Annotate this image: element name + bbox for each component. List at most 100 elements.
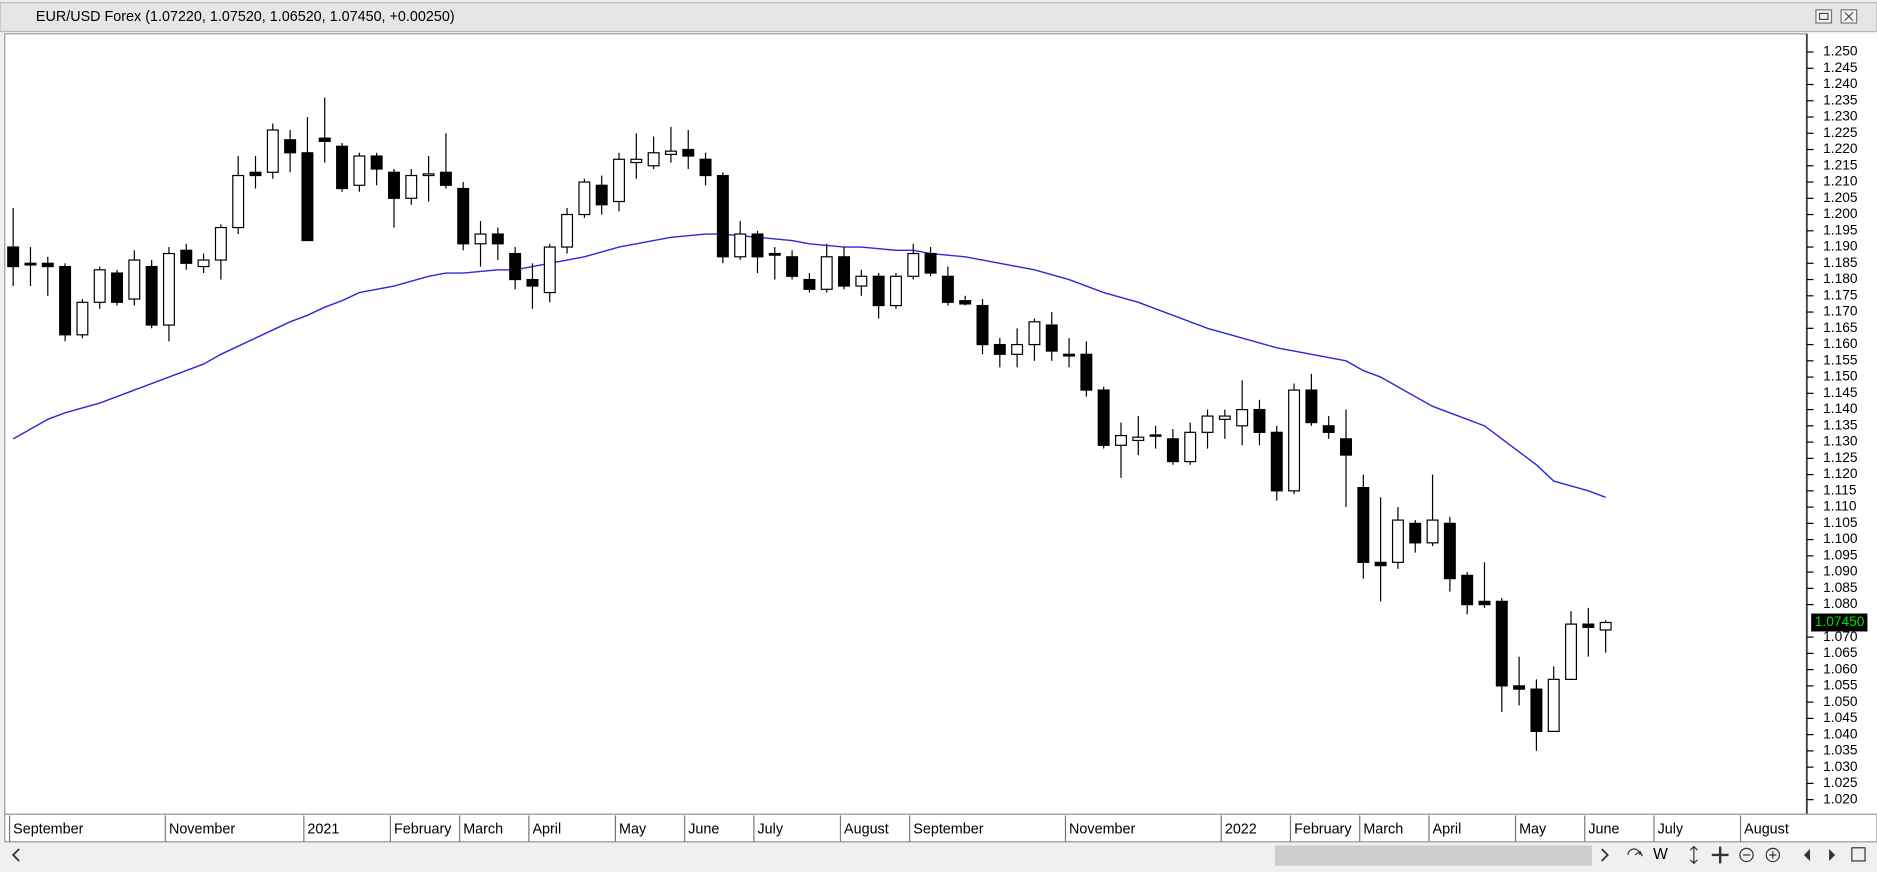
zoom-out-button[interactable] (1739, 847, 1754, 863)
scroll-left[interactable] (11, 848, 20, 862)
candle-body (318, 137, 331, 142)
y-tick-label: 1.120 (1823, 466, 1858, 481)
candle-body (613, 158, 625, 203)
candle-body (716, 174, 729, 258)
candle-body (578, 181, 591, 216)
candle-body (1201, 415, 1214, 433)
candle-body (543, 246, 556, 294)
step-right[interactable] (1829, 848, 1836, 861)
y-tick-label: 1.020 (1823, 791, 1858, 806)
candle-body (76, 301, 89, 336)
candle-body (1582, 623, 1595, 628)
candle-body (526, 278, 539, 287)
x-tick-label: April (532, 822, 561, 838)
candle-body (1011, 343, 1024, 355)
restore-button[interactable] (1815, 9, 1833, 24)
candle-body (422, 173, 435, 177)
candle-body (284, 139, 297, 154)
y-tick-label: 1.190 (1823, 239, 1858, 254)
candle-body (128, 259, 141, 300)
candle-body (1478, 600, 1491, 606)
candle-body (111, 272, 124, 303)
y-tick-label: 1.185 (1823, 255, 1858, 270)
candle-body (924, 252, 937, 274)
candle-body (145, 265, 158, 326)
candle-body (1322, 425, 1335, 433)
candle-body (786, 256, 799, 277)
candle-body (699, 158, 712, 177)
y-tick-label: 1.155 (1823, 352, 1858, 367)
x-tick-label: July (757, 822, 783, 838)
candle-body (301, 152, 314, 242)
x-tick-label: September (913, 822, 983, 838)
candle-body (214, 226, 227, 261)
y-tick-label: 1.065 (1823, 645, 1858, 660)
y-tick-label: 1.135 (1823, 417, 1858, 432)
y-tick-label: 1.115 (1823, 482, 1857, 497)
scroll-right[interactable] (1601, 848, 1609, 862)
x-tick-label: November (1069, 822, 1135, 838)
candle-body (59, 265, 72, 336)
candle-body (682, 148, 695, 157)
candle-body (820, 256, 833, 290)
y-tick-label: 1.170 (1823, 304, 1858, 319)
candle-body (976, 304, 989, 346)
candle-body (1305, 389, 1318, 424)
x-tick-label: February (1294, 822, 1352, 838)
y-tick-label: 1.035 (1823, 743, 1858, 758)
x-tick-label: May (1519, 822, 1547, 838)
y-tick-label: 1.175 (1823, 287, 1858, 302)
candle-body (370, 155, 383, 170)
candle-body (1340, 438, 1352, 456)
y-tick-label: 1.090 (1823, 564, 1858, 579)
y-tick-label: 1.180 (1823, 271, 1858, 286)
candle-body (1045, 324, 1058, 352)
x-tick-label: July (1658, 822, 1684, 838)
candle-body (1184, 431, 1197, 463)
candle-body (1426, 519, 1439, 544)
y-tick-label: 1.150 (1823, 369, 1858, 384)
last-price-box (1811, 613, 1868, 632)
candle-body (751, 233, 764, 258)
scale-button[interactable] (1689, 845, 1698, 865)
candle-body (1495, 600, 1508, 687)
step-left[interactable] (1803, 848, 1810, 861)
candle-body (872, 275, 885, 307)
candle-body (180, 249, 193, 264)
pan-button[interactable] (1711, 846, 1729, 864)
candle-body (1253, 408, 1266, 433)
candle-body (855, 275, 868, 287)
y-tick-label: 1.250 (1823, 44, 1858, 59)
candle-body (941, 275, 954, 303)
restore-icon (1818, 12, 1829, 21)
candle-body (405, 174, 418, 199)
y-tick-label: 1.080 (1823, 596, 1858, 611)
table-button[interactable] (1851, 847, 1866, 862)
candle-body (768, 252, 781, 256)
refresh-button[interactable] (1627, 848, 1643, 857)
y-tick-label: 1.145 (1823, 385, 1858, 400)
title-bar (0, 2, 1877, 32)
y-tick-label: 1.230 (1823, 109, 1858, 124)
y-tick-label: 1.225 (1823, 125, 1858, 140)
x-tick-label: March (463, 822, 503, 838)
candle-body (1513, 685, 1526, 690)
candle-body (1149, 434, 1162, 437)
candle-body (249, 171, 262, 177)
candle-body (664, 150, 677, 155)
candle-body (491, 233, 504, 245)
candle-body (1409, 522, 1422, 544)
x-tick-label: September (13, 822, 83, 838)
scroll-thumb[interactable] (1274, 845, 1593, 866)
zoom-in-button[interactable] (1765, 847, 1781, 863)
candle-body (630, 158, 643, 164)
candle-body (387, 171, 400, 199)
x-tick-label: March (1363, 822, 1403, 838)
moving-average-line (12, 233, 1606, 499)
candle-body (1530, 688, 1543, 732)
candle-body (1547, 678, 1560, 732)
y-tick-label: 1.140 (1823, 401, 1858, 416)
period-button[interactable]: W (1653, 846, 1668, 863)
zoom-in-icon (1769, 851, 1777, 859)
y-tick-label: 1.165 (1823, 320, 1858, 335)
